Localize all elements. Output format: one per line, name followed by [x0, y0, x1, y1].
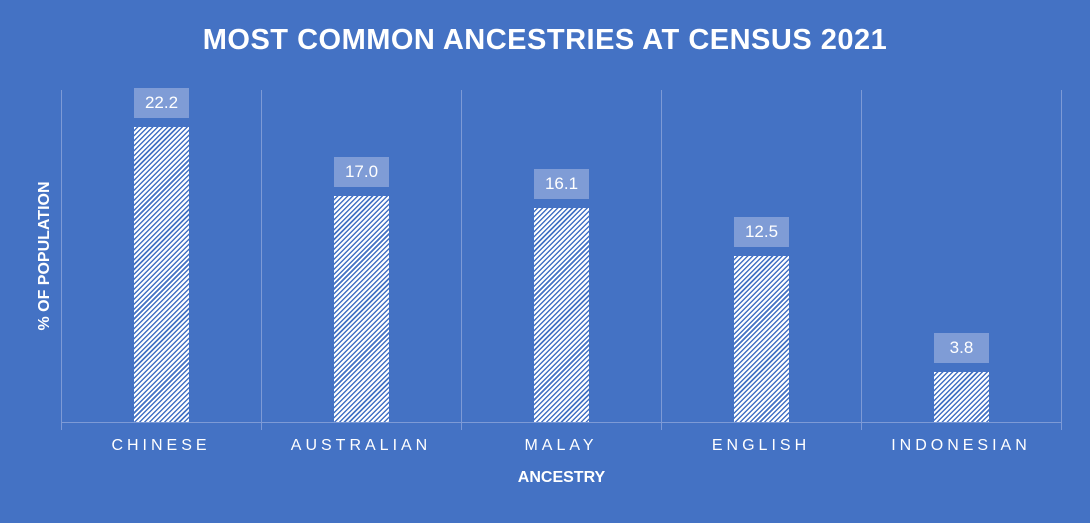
data-label: 16.1: [534, 169, 589, 200]
bar-chinese: [134, 127, 189, 422]
x-tick-label: ENGLISH: [711, 437, 811, 454]
data-label: 12.5: [734, 217, 789, 247]
x-axis-label: ANCESTRY: [517, 469, 606, 486]
gridline: [861, 90, 862, 430]
x-tick-label: CHINESE: [111, 437, 211, 454]
gridline: [461, 90, 462, 430]
gridline: [1061, 90, 1062, 430]
x-tick-label: MALAY: [524, 437, 598, 454]
bar-malay: [534, 208, 589, 422]
x-tick-label: INDONESIAN: [891, 437, 1031, 454]
y-axis-label: % OF POPULATION: [36, 181, 53, 331]
gridline: [61, 90, 62, 430]
gridline: [261, 90, 262, 430]
bar-english: [734, 256, 789, 422]
chart-title: MOST COMMON ANCESTRIES AT CENSUS 2021: [202, 24, 888, 56]
x-tick-label: AUSTRALIAN: [290, 437, 432, 454]
data-label: 3.8: [934, 332, 989, 363]
bar-australian: [334, 196, 389, 422]
plot-area: 22.2 17.0 16.1 12.5 3.8: [61, 88, 1062, 430]
x-axis-line: [61, 422, 1061, 423]
gridline: [661, 90, 662, 430]
data-label: 22.2: [134, 88, 189, 119]
data-label: 17.0: [334, 157, 389, 188]
bar-indonesian: [934, 371, 989, 422]
